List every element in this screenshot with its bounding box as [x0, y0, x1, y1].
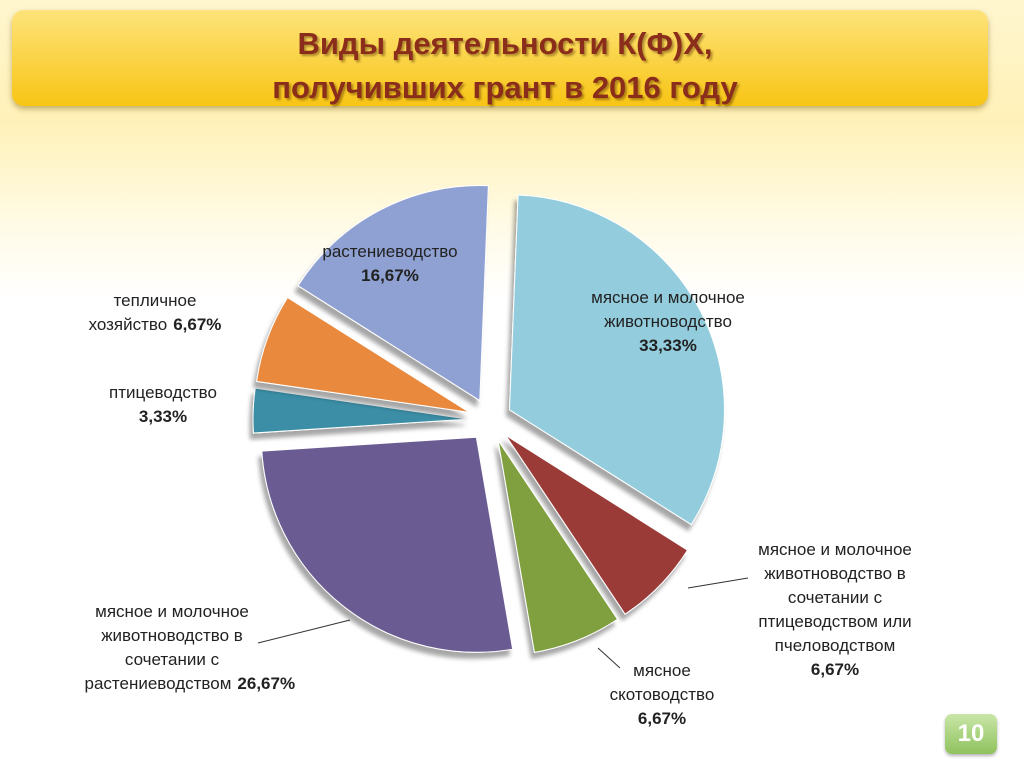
slice-label: тепличное хозяйство 6,67%	[63, 289, 248, 337]
value-label: 6,67%	[173, 315, 222, 334]
slice-label: птицеводство 3,33%	[83, 381, 243, 429]
category-name: мясное и молочное животноводство в сочет…	[84, 602, 249, 693]
category-name: растениеводство	[322, 242, 458, 261]
value-label: 16,67%	[361, 266, 419, 285]
leader-lines	[257, 577, 749, 669]
pie-slice	[497, 440, 619, 653]
value-label: 6,67%	[637, 709, 687, 728]
category-name: птицеводство	[109, 383, 217, 402]
category-name: мясное и молочное животноводство в сочет…	[758, 540, 912, 655]
value-label: 33,33%	[639, 336, 697, 355]
pie-slice	[256, 296, 470, 413]
slice-label: мясное скотоводство 6,67%	[592, 659, 732, 731]
category-name: мясное скотоводство	[609, 661, 715, 704]
category-name: мясное и молочное животноводство	[591, 288, 745, 331]
slice-label: растениеводство 16,67%	[305, 240, 475, 288]
leader-line	[597, 647, 621, 669]
pie-slice	[297, 185, 489, 402]
chart-title: Виды деятельности К(Ф)Х, получивших гран…	[272, 26, 738, 105]
pie-slice	[505, 434, 689, 615]
value-label: 3,33%	[138, 407, 188, 426]
page-number: 10	[945, 714, 997, 754]
slice-label: мясное и молочное животноводство 33,33%	[583, 286, 753, 358]
slice-label: мясное и молочное животноводство в сочет…	[745, 538, 925, 682]
slice-label: мясное и молочное животноводство в сочет…	[84, 600, 296, 696]
value-label: 6,67%	[810, 660, 860, 679]
leader-line	[687, 577, 749, 589]
pie-slice	[261, 436, 514, 653]
pie-slice	[508, 194, 725, 526]
title-banner	[12, 10, 988, 106]
category-name: тепличное хозяйство	[88, 291, 197, 334]
pie-slice	[252, 387, 469, 434]
leader-line	[257, 619, 351, 644]
value-label: 26,67%	[237, 674, 296, 693]
